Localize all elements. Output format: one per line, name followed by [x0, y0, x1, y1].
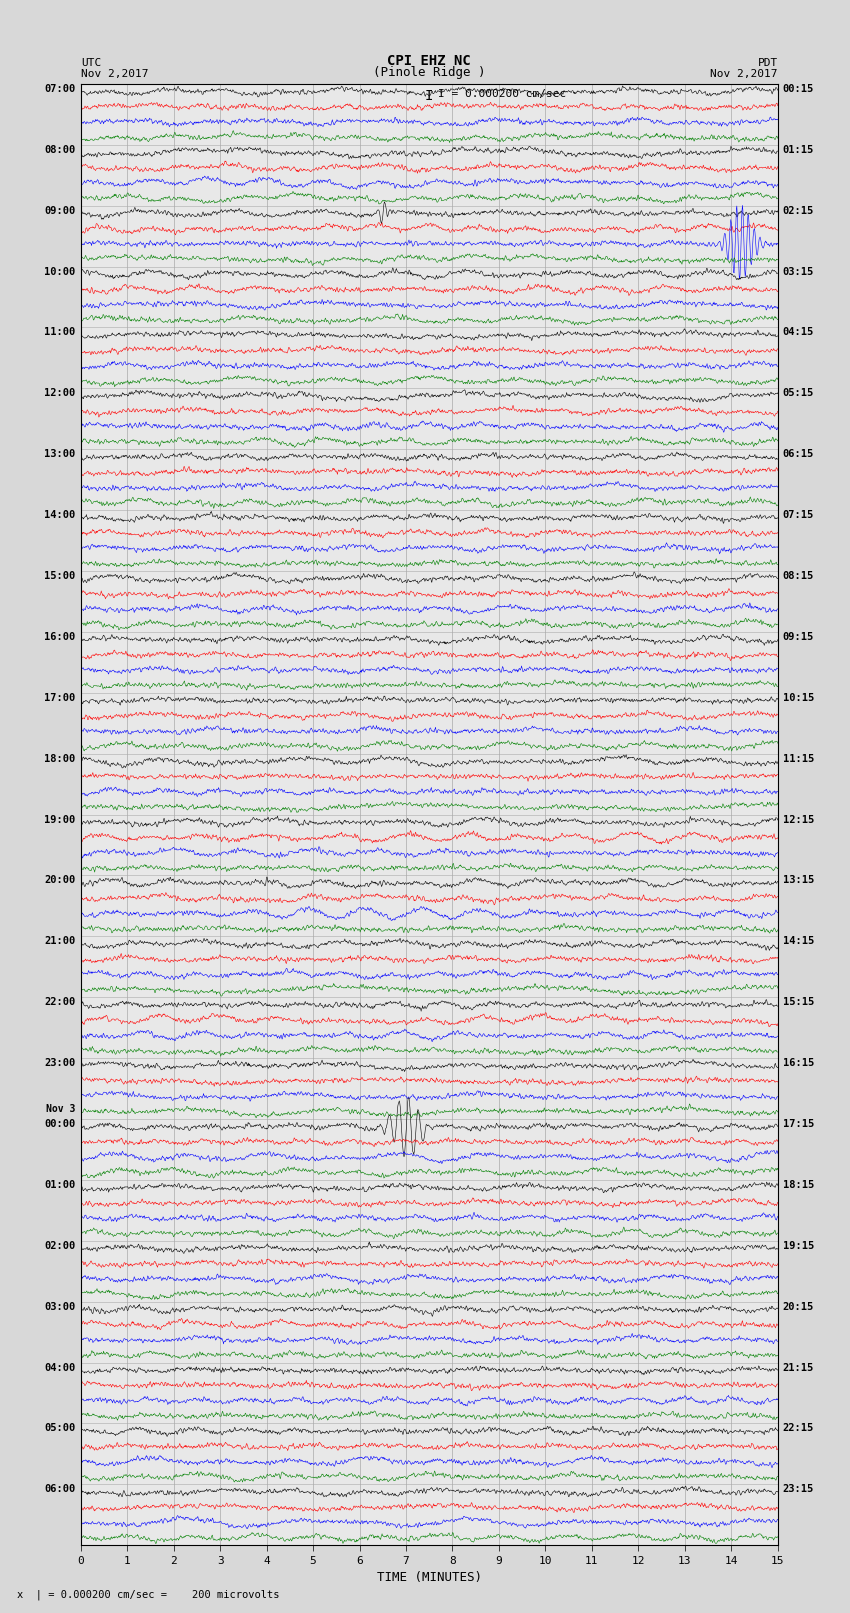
Text: 20:00: 20:00	[44, 876, 76, 886]
Text: 16:15: 16:15	[783, 1058, 814, 1068]
Text: 04:15: 04:15	[783, 327, 814, 337]
Text: 03:15: 03:15	[783, 266, 814, 276]
Text: 22:00: 22:00	[44, 997, 76, 1007]
Text: 06:00: 06:00	[44, 1484, 76, 1494]
Text: Nov 3: Nov 3	[46, 1105, 76, 1115]
Text: 17:00: 17:00	[44, 694, 76, 703]
Text: 03:00: 03:00	[44, 1302, 76, 1311]
Text: 05:00: 05:00	[44, 1424, 76, 1434]
Text: 07:00: 07:00	[44, 84, 76, 94]
Text: 18:00: 18:00	[44, 753, 76, 763]
Text: 19:00: 19:00	[44, 815, 76, 824]
Text: 08:00: 08:00	[44, 145, 76, 155]
Text: 05:15: 05:15	[783, 389, 814, 398]
Text: 10:15: 10:15	[783, 694, 814, 703]
Text: 08:15: 08:15	[783, 571, 814, 581]
Text: PDT: PDT	[757, 58, 778, 68]
X-axis label: TIME (MINUTES): TIME (MINUTES)	[377, 1571, 482, 1584]
Text: 12:15: 12:15	[783, 815, 814, 824]
Text: 07:15: 07:15	[783, 510, 814, 519]
Text: 11:00: 11:00	[44, 327, 76, 337]
Text: 00:00: 00:00	[44, 1119, 76, 1129]
Text: 23:15: 23:15	[783, 1484, 814, 1494]
Text: I = 0.000200 cm/sec: I = 0.000200 cm/sec	[438, 89, 566, 98]
Text: 04:00: 04:00	[44, 1363, 76, 1373]
Text: 13:15: 13:15	[783, 876, 814, 886]
Text: 01:15: 01:15	[783, 145, 814, 155]
Text: 22:15: 22:15	[783, 1424, 814, 1434]
Text: Nov 2,2017: Nov 2,2017	[711, 69, 778, 79]
Text: 00:15: 00:15	[783, 84, 814, 94]
Text: x  | = 0.000200 cm/sec =    200 microvolts: x | = 0.000200 cm/sec = 200 microvolts	[17, 1589, 280, 1600]
Text: 15:00: 15:00	[44, 571, 76, 581]
Text: 10:00: 10:00	[44, 266, 76, 276]
Text: 13:00: 13:00	[44, 448, 76, 460]
Text: (Pinole Ridge ): (Pinole Ridge )	[373, 66, 485, 79]
Text: I: I	[425, 89, 434, 103]
Text: UTC: UTC	[81, 58, 101, 68]
Text: 21:00: 21:00	[44, 936, 76, 947]
Text: 01:00: 01:00	[44, 1181, 76, 1190]
Text: 18:15: 18:15	[783, 1181, 814, 1190]
Text: 19:15: 19:15	[783, 1240, 814, 1250]
Text: 16:00: 16:00	[44, 632, 76, 642]
Text: 17:15: 17:15	[783, 1119, 814, 1129]
Text: Nov 2,2017: Nov 2,2017	[81, 69, 148, 79]
Text: 14:00: 14:00	[44, 510, 76, 519]
Text: 15:15: 15:15	[783, 997, 814, 1007]
Text: 23:00: 23:00	[44, 1058, 76, 1068]
Text: 21:15: 21:15	[783, 1363, 814, 1373]
Text: 09:15: 09:15	[783, 632, 814, 642]
Text: 02:15: 02:15	[783, 206, 814, 216]
Text: 14:15: 14:15	[783, 936, 814, 947]
Text: 06:15: 06:15	[783, 448, 814, 460]
Text: 20:15: 20:15	[783, 1302, 814, 1311]
Text: 09:00: 09:00	[44, 206, 76, 216]
Text: 12:00: 12:00	[44, 389, 76, 398]
Text: 02:00: 02:00	[44, 1240, 76, 1250]
Text: CPI EHZ NC: CPI EHZ NC	[388, 53, 471, 68]
Text: 11:15: 11:15	[783, 753, 814, 763]
